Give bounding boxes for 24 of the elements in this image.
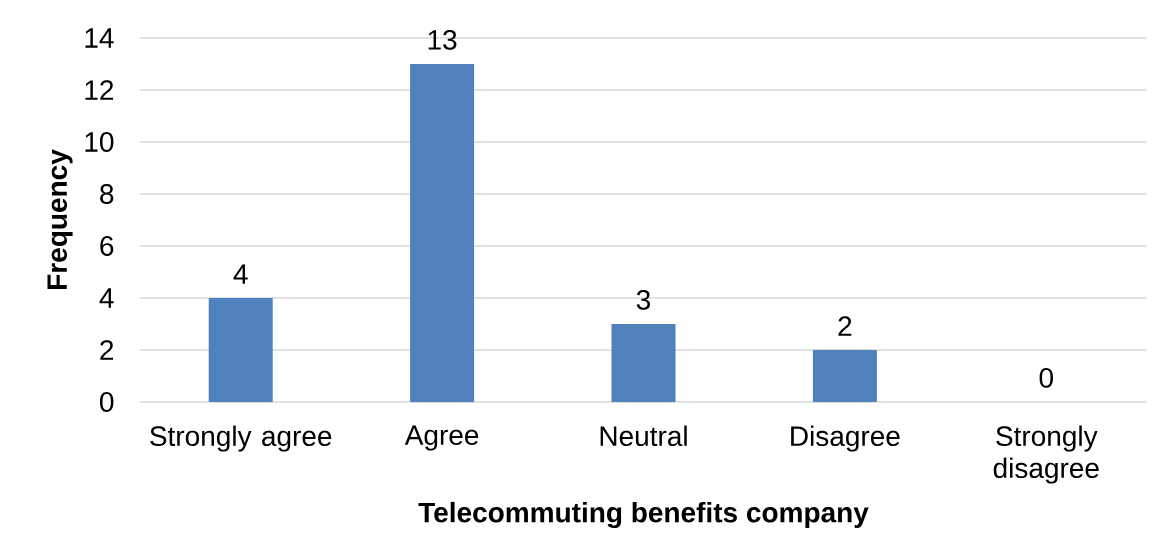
data-label: 2 (838, 316, 852, 336)
y-tick-label: 12 (85, 80, 114, 100)
data-label: 0 (1039, 367, 1053, 388)
y-tick-label: 4 (99, 288, 114, 308)
y-axis-title: Frequency (47, 149, 73, 289)
x-tick-label: Strongly disagree (993, 425, 1099, 484)
y-tick-label: 0 (100, 392, 114, 412)
x-tick-label: Strongly agree (150, 425, 332, 452)
data-label: 13 (428, 29, 457, 50)
x-tick-label: Neutral (600, 425, 687, 447)
data-label: 4 (233, 264, 248, 284)
y-tick-label: 6 (100, 236, 114, 256)
x-axis-title: Telecommuting benefits company (418, 501, 869, 529)
data-label: 3 (636, 289, 651, 310)
bar (208, 298, 273, 402)
x-tick-label: Disagree (791, 425, 900, 452)
y-tick-label: 14 (85, 28, 114, 48)
bar (611, 324, 676, 402)
y-tick-label: 10 (85, 132, 114, 152)
y-tick-label: 8 (100, 184, 114, 204)
bar (410, 64, 475, 402)
y-tick-label: 2 (100, 340, 114, 360)
bar (812, 350, 877, 402)
x-tick-label: Agree (404, 425, 479, 451)
